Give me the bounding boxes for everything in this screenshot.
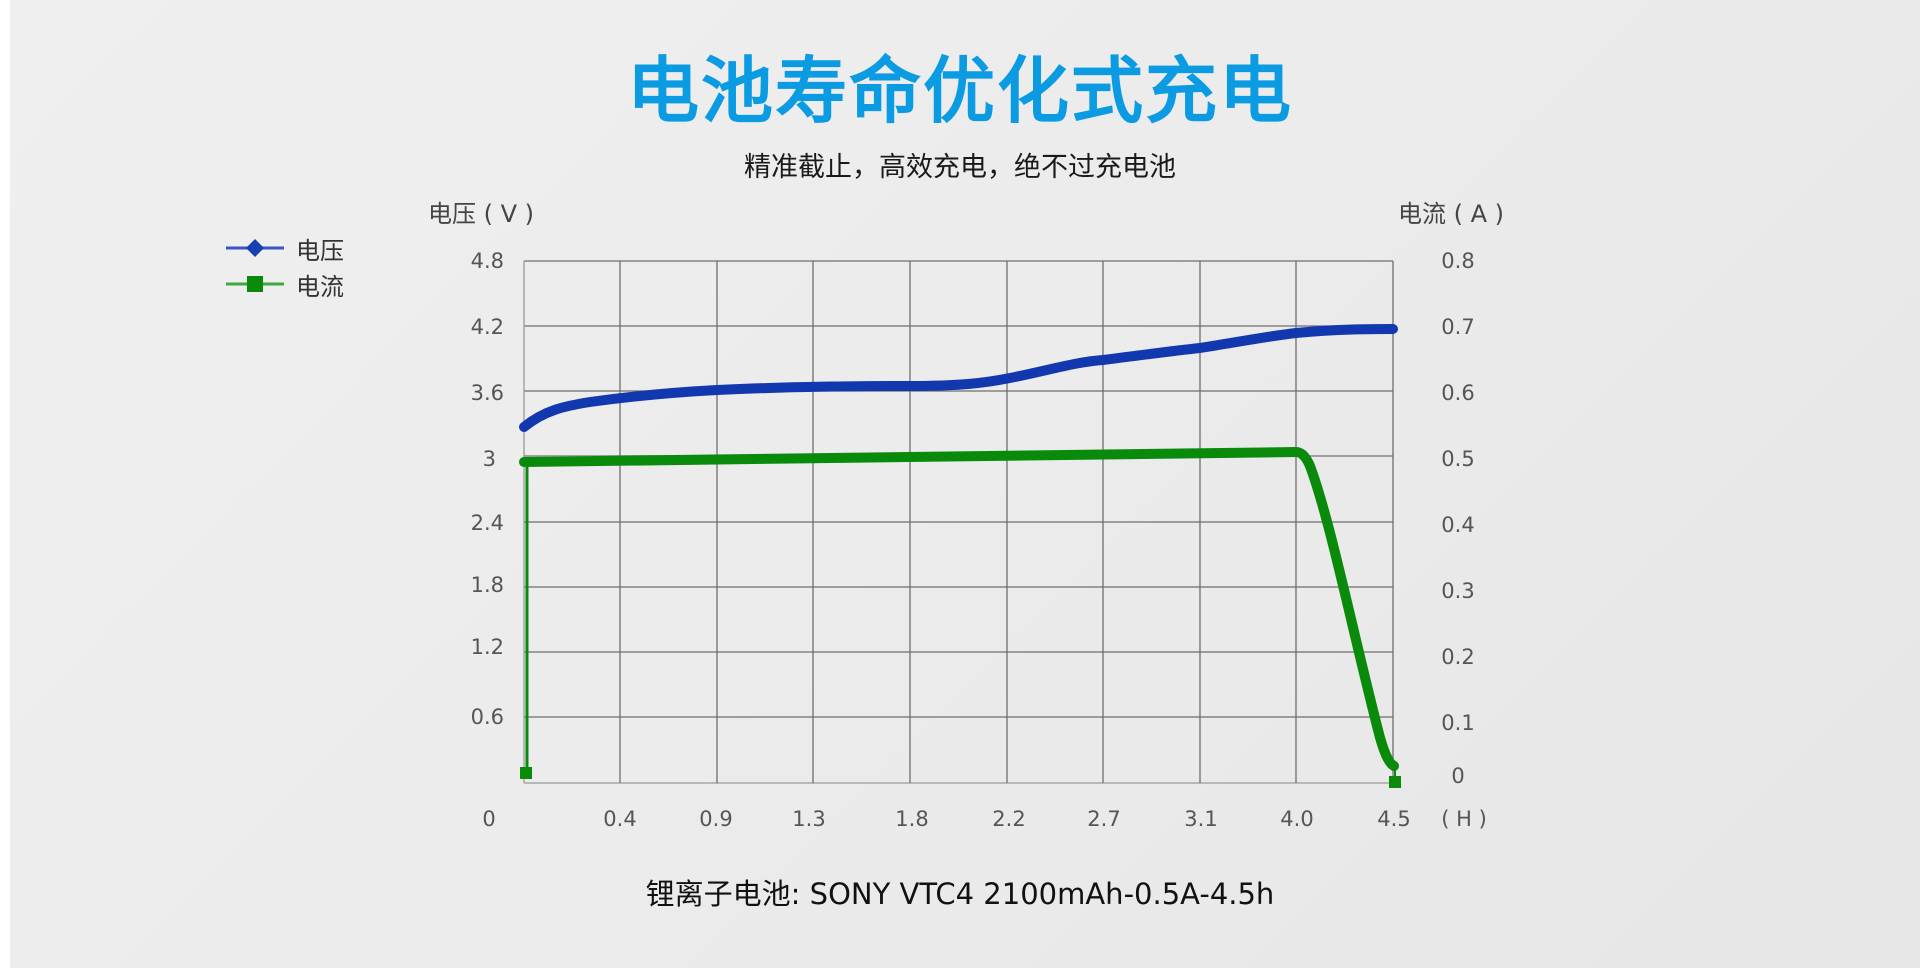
- svg-text:1.2: 1.2: [471, 635, 504, 659]
- voltage-series: [519, 324, 1398, 432]
- chart-subtitle: 精准截止，高效充电，绝不过充电池: [744, 152, 1176, 183]
- current-series: [519, 447, 1401, 788]
- svg-text:0.4: 0.4: [1441, 513, 1474, 537]
- chart-caption: 锂离子电池: SONY VTC4 2100mAh-0.5A-4.5h: [645, 877, 1275, 911]
- svg-text:0: 0: [482, 807, 495, 831]
- svg-text:4.2: 4.2: [471, 315, 504, 339]
- svg-text:0.7: 0.7: [1441, 315, 1474, 339]
- background-panel: [10, 0, 1920, 968]
- svg-text:0.3: 0.3: [1441, 579, 1474, 603]
- svg-text:0.1: 0.1: [1441, 711, 1474, 735]
- svg-text:0.6: 0.6: [471, 705, 504, 729]
- right-axis-title: 电流 ( A ): [1398, 200, 1505, 228]
- svg-text:( H ): ( H ): [1441, 807, 1487, 831]
- legend-item-voltage: 电压: [226, 230, 344, 266]
- svg-text:3.1: 3.1: [1184, 807, 1217, 831]
- svg-text:1.8: 1.8: [471, 573, 504, 597]
- svg-text:0.9: 0.9: [699, 807, 732, 831]
- svg-text:1.8: 1.8: [895, 807, 928, 831]
- x-axis-ticks: 0 0.4 0.9 1.3 1.8 2.2 2.7 3.1 4.0 4.5 ( …: [482, 807, 1486, 831]
- svg-text:2.2: 2.2: [992, 807, 1025, 831]
- chart-title: 电池寿命优化式充电: [626, 49, 1293, 133]
- legend: 电压 电流: [226, 230, 344, 302]
- right-axis-ticks: 0.8 0.7 0.6 0.5 0.4 0.3 0.2 0.1 0: [1441, 249, 1474, 788]
- svg-text:4.0: 4.0: [1280, 807, 1313, 831]
- legend-label-current: 电流: [296, 272, 344, 301]
- svg-text:0.6: 0.6: [1441, 381, 1474, 405]
- svg-text:3: 3: [483, 447, 496, 471]
- svg-text:2.7: 2.7: [1087, 807, 1120, 831]
- current-start-marker: [520, 767, 532, 779]
- square-marker-icon: [226, 276, 284, 292]
- svg-text:4.5: 4.5: [1377, 807, 1410, 831]
- svg-text:1.3: 1.3: [792, 807, 825, 831]
- svg-text:0.4: 0.4: [603, 807, 636, 831]
- svg-text:0.2: 0.2: [1441, 645, 1474, 669]
- svg-text:0.8: 0.8: [1441, 249, 1474, 273]
- svg-text:3.6: 3.6: [471, 381, 504, 405]
- svg-text:2.4: 2.4: [471, 511, 504, 535]
- legend-item-current: 电流: [226, 266, 344, 302]
- left-axis-title: 电压 ( V ): [428, 200, 535, 228]
- diamond-marker-icon: [226, 239, 284, 257]
- svg-text:4.8: 4.8: [471, 249, 504, 273]
- current-end-marker: [1389, 776, 1401, 788]
- left-axis-ticks: 4.8 4.2 3.6 3 2.4 1.8 1.2 0.6: [471, 249, 504, 729]
- svg-text:0.5: 0.5: [1441, 447, 1474, 471]
- svg-text:0: 0: [1451, 764, 1464, 788]
- legend-label-voltage: 电压: [296, 236, 344, 265]
